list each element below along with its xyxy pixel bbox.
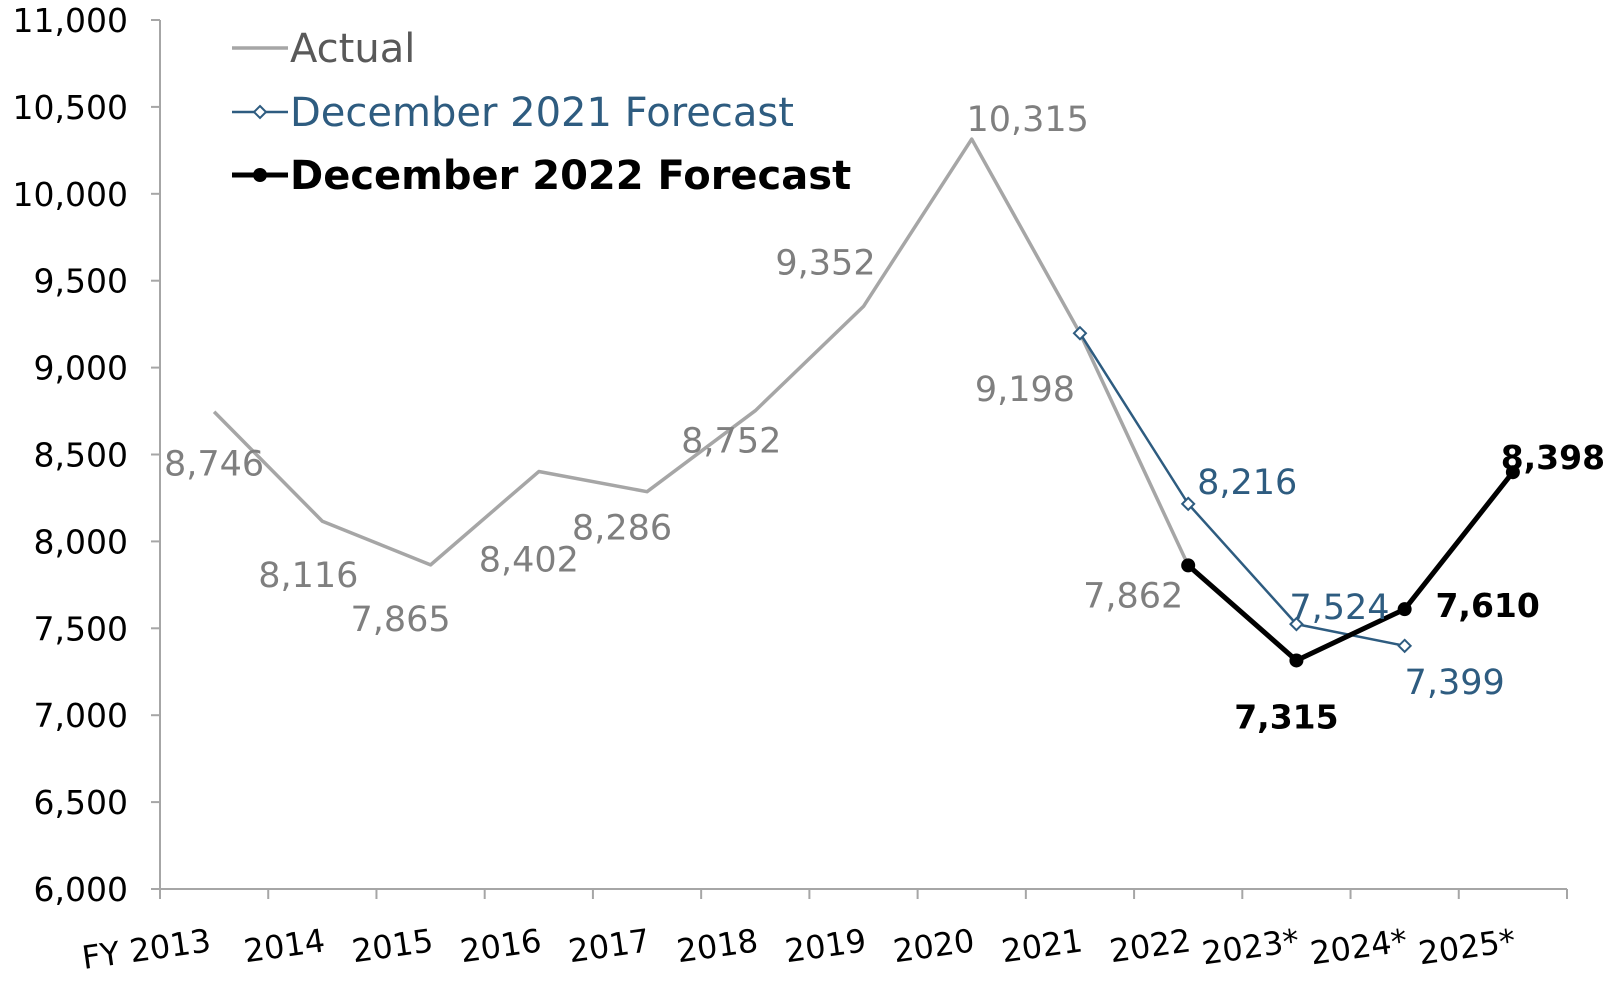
y-tick-label: 11,000 [13,1,128,40]
data-label: 8,286 [572,509,672,549]
legend-item: December 2021 Forecast [232,90,794,136]
data-label: 7,315 [1234,697,1338,736]
x-tick-label: 2020 [891,921,977,970]
data-label: 7,524 [1289,588,1389,628]
y-tick-label: 6,500 [34,783,128,822]
legend-item: December 2022 Forecast [232,153,851,199]
data-label: 8,116 [258,556,358,596]
legend-label: Actual [290,26,415,72]
data-label: 9,198 [975,370,1075,410]
data-point [1289,653,1304,668]
y-tick-label: 9,000 [34,349,128,388]
data-label: 8,752 [681,422,781,462]
series-dec-2022-forecast [1181,465,1520,668]
legend: Actual December 2021 Forecast December 202… [232,26,851,199]
data-point [1397,602,1412,617]
y-tick-label: 10,500 [13,88,128,127]
x-tick-label: 2019 [783,921,869,970]
data-point [1072,325,1088,341]
y-tick-label: 7,000 [34,696,128,735]
data-point [1397,638,1413,654]
data-label: 8,402 [479,541,579,581]
x-tick-label: 2018 [674,921,760,970]
data-label: 8,746 [164,445,264,485]
y-tick-label: 8,500 [34,436,128,475]
data-point [1180,496,1196,512]
legend-label: December 2022 Forecast [290,153,851,199]
x-tick-label: 2016 [458,921,544,970]
series-actual [212,137,1190,567]
y-tick-label: 10,000 [13,175,128,214]
legend-label: December 2021 Forecast [290,90,794,136]
y-tick-label: 7,500 [34,609,128,648]
data-label: 8,216 [1197,463,1297,503]
x-tick-label: 2023* [1200,921,1302,972]
data-point [1289,616,1304,632]
x-tick-label: 2014 [241,921,327,970]
x-tick-label: 2021 [999,921,1085,970]
x-tick-label: 2025* [1416,921,1518,972]
x-tick-label: 2017 [566,921,652,970]
axes: 6,000 6,500 7,000 7,500 8,000 8,500 9,000 9,500… [13,1,1568,977]
data-label: 9,352 [775,243,875,283]
legend-swatch-marker [253,168,267,182]
y-tick-label: 8,000 [34,522,128,561]
x-tick-label: FY 2013 [80,921,214,977]
series-layer [212,137,1520,668]
x-tick-label: 2015 [350,921,436,970]
data-label: 7,862 [1083,576,1183,616]
y-tick-label: 9,500 [34,262,128,301]
series-line [212,137,1190,567]
data-point [1505,465,1520,480]
data-label: 7,865 [350,600,450,640]
data-label: 8,398 [1501,438,1605,477]
data-point [1181,558,1196,573]
x-tick-label: 2024* [1308,921,1410,972]
data-label: 7,610 [1435,586,1539,625]
legend-swatch-marker [252,104,268,120]
data-label: 10,315 [966,100,1088,140]
x-tick-label: 2022 [1107,921,1193,970]
y-tick-label: 6,000 [34,870,128,909]
legend-item: Actual [232,26,415,72]
data-label: 7,399 [1405,663,1505,703]
series-line [1186,470,1515,663]
